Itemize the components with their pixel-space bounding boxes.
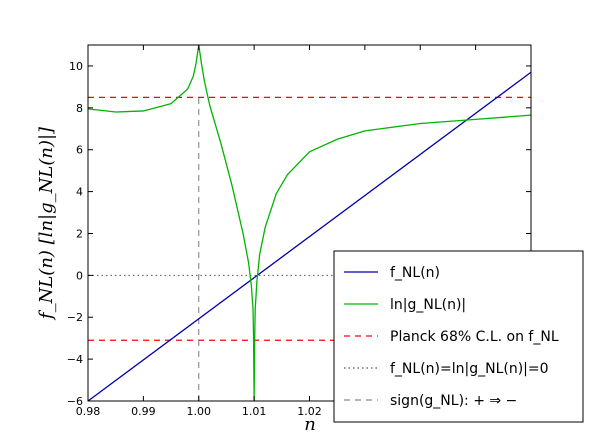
x-axis-label: n: [304, 414, 316, 435]
y-tick-label: −4: [67, 353, 83, 366]
y-tick-label: −2: [67, 311, 83, 324]
y-tick-label: −6: [67, 395, 83, 408]
legend-label: f_NL(n): [390, 265, 440, 281]
y-tick-label: 6: [76, 144, 83, 157]
x-tick-label: 0.99: [131, 405, 156, 418]
legend-label: f_NL(n)=ln|g_NL(n)|=0: [390, 361, 549, 377]
x-tick-label: 1.02: [297, 405, 322, 418]
legend-label: Planck 68% C.L. on f_NL: [390, 329, 559, 345]
legend-label: ln|g_NL(n)|: [390, 297, 466, 313]
y-tick-label: 8: [76, 102, 83, 115]
legend-label: sign(g_NL): + ⇒ −: [390, 393, 517, 409]
ln-gnl-line: [88, 45, 531, 401]
legend-box: [333, 250, 584, 423]
y-tick-label: 0: [76, 269, 83, 282]
x-tick-label: 1.00: [187, 405, 212, 418]
x-tick-label: 0.98: [76, 405, 101, 418]
y-tick-label: 10: [69, 60, 83, 73]
fnl-line: [88, 71, 531, 401]
y-tick-label: 2: [76, 227, 83, 240]
y-axis: −6 −4 −2 0 2 4 6 8 10: [67, 60, 531, 408]
legend: f_NL(n) ln|g_NL(n)| Planck 68% C.L. on f_N…: [333, 250, 584, 423]
x-tick-label: 1.01: [242, 405, 267, 418]
y-tick-label: 4: [76, 186, 83, 199]
y-axis-label: f_NL(n) [ln|g_NL(n)|]: [36, 126, 57, 321]
